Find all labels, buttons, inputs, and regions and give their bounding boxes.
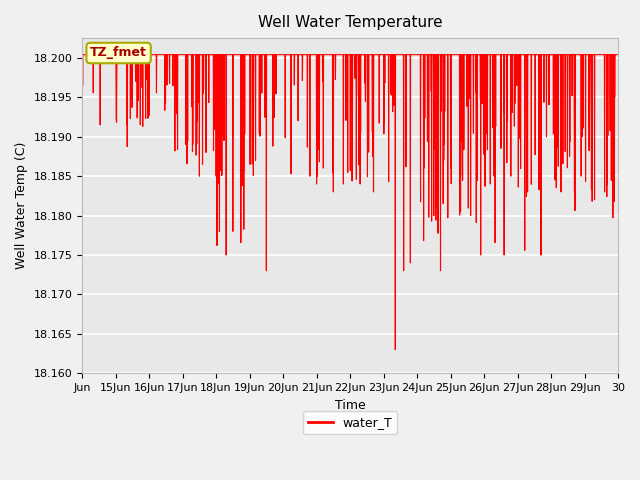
Title: Well Water Temperature: Well Water Temperature: [258, 15, 442, 30]
Y-axis label: Well Water Temp (C): Well Water Temp (C): [15, 142, 28, 269]
Legend: water_T: water_T: [303, 411, 397, 434]
X-axis label: Time: Time: [335, 398, 365, 412]
Text: TZ_fmet: TZ_fmet: [90, 47, 147, 60]
